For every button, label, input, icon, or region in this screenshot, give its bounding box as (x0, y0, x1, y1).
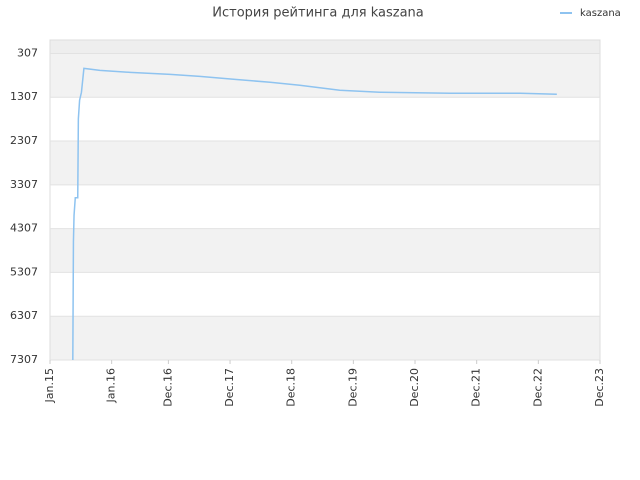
plot-band (50, 316, 600, 360)
x-tick-label: Dec.20 (408, 368, 421, 407)
plot-band (50, 141, 600, 185)
x-tick-label: Dec.19 (346, 368, 359, 407)
y-tick-label: 307 (17, 46, 38, 59)
chart-title: История рейтинга для kaszana (212, 6, 424, 21)
y-tick-label: 6307 (10, 309, 38, 322)
x-tick-label: Dec.18 (285, 368, 298, 407)
y-tick-label: 5307 (10, 265, 38, 278)
x-tick-label: Dec.23 (593, 368, 606, 407)
y-tick-label: 2307 (10, 134, 38, 147)
plot-band (50, 228, 600, 273)
y-tick-label: 3307 (10, 178, 38, 191)
y-tick-label: 1307 (10, 90, 38, 103)
plot-band (50, 53, 600, 98)
x-tick-label: Jan.16 (105, 368, 118, 403)
line (72, 67, 557, 361)
x-tick-label: Dec.16 (161, 368, 174, 407)
x-tick-label: Dec.21 (470, 368, 483, 407)
x-tick-label: Dec.17 (223, 368, 236, 407)
y-tick-label: 4307 (10, 222, 38, 235)
legend-label: kaszana (580, 8, 621, 19)
plot-band (50, 40, 600, 54)
x-tick-label: Dec.22 (531, 368, 544, 407)
x-tick-label: Jan.15 (43, 368, 56, 403)
y-tick-label: 7307 (10, 353, 38, 366)
